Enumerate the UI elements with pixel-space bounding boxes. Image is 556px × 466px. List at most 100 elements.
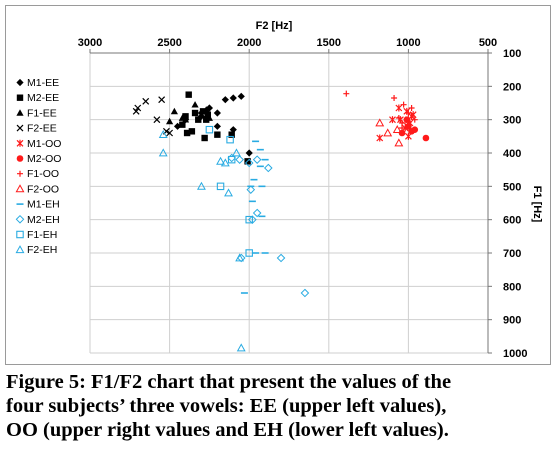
legend-label: M2-EH (27, 214, 60, 226)
series-f1-ee (166, 101, 213, 125)
data-point (195, 116, 202, 123)
data-point (196, 181, 206, 190)
series-f1-eh (205, 125, 253, 257)
data-point (232, 148, 241, 157)
legend-item: F1-OO (17, 168, 59, 180)
data-point (191, 101, 199, 108)
data-point (205, 125, 214, 134)
data-point (226, 135, 234, 144)
series-f2-eh (158, 130, 246, 352)
data-point (246, 185, 256, 194)
data-point (179, 121, 186, 128)
legend-item: F2-EE (16, 123, 57, 135)
data-point (214, 131, 221, 138)
data-point (224, 188, 233, 197)
legend-marker (15, 214, 25, 224)
y-tick-label: 1000 (503, 348, 527, 360)
data-point (276, 253, 286, 263)
data-point (227, 155, 236, 164)
series-m1-oo (376, 104, 417, 142)
caption-line: Figure 5: F1/F2 chart that present the v… (6, 371, 452, 393)
legend-marker (16, 78, 24, 87)
data-point (228, 131, 235, 138)
data-point (400, 101, 407, 108)
series-f2-oo (375, 118, 404, 147)
f1-f2-scatter-chart: 3000 2500 2000 1500 1000 500 100 200 300 400 500 60… (15, 20, 543, 360)
data-point (142, 97, 150, 105)
series-m2-eh (227, 153, 310, 298)
x-tick-label: 2000 (237, 37, 261, 49)
legend-marker (15, 245, 25, 254)
data-point (204, 111, 212, 118)
data-point (213, 122, 221, 130)
y-tick-label: 200 (503, 81, 521, 93)
legend: M1-EE M2-EE F1-EE F2-EE M1-OO M2-OO F1-OO F2-OO… (15, 77, 61, 256)
legend-label: F1-EE (27, 107, 57, 119)
legend-item: F2-OO (15, 183, 59, 195)
x-tick-label: 3000 (78, 37, 102, 49)
data-point (376, 134, 384, 142)
data-point (252, 208, 262, 218)
data-point (245, 215, 253, 224)
data-point (389, 116, 396, 124)
legend-item: M2-EH (15, 214, 60, 226)
data-point (132, 107, 140, 115)
data-point (213, 109, 221, 117)
legend-item: M2-EE (16, 92, 59, 104)
data-point (405, 110, 412, 116)
legend-item: F2-EH (15, 244, 57, 256)
data-point (392, 125, 402, 134)
data-point (181, 116, 190, 123)
data-point (229, 126, 237, 134)
data-point (403, 116, 410, 123)
legend-marker (16, 155, 24, 162)
data-point (202, 106, 210, 113)
legend-item: M1-OO (16, 138, 61, 150)
y-tick-label: 400 (503, 148, 521, 160)
data-point (237, 92, 245, 100)
data-point (399, 125, 406, 131)
grid-lines (89, 52, 489, 354)
data-point (245, 249, 253, 257)
legend-label: M2-EE (27, 92, 59, 104)
data-points (132, 90, 430, 352)
data-point (411, 126, 419, 133)
data-point (343, 90, 350, 97)
legend-marker (16, 124, 24, 132)
data-point (236, 343, 246, 352)
y-tick-label: 900 (503, 315, 521, 327)
data-point (221, 96, 229, 104)
legend-marker (17, 170, 23, 177)
data-point (394, 138, 404, 147)
legend-label: F1-OO (27, 168, 59, 180)
data-point (422, 134, 430, 142)
legend-item: F1-EE (16, 107, 57, 119)
data-point (158, 130, 168, 139)
x-tick-label: 500 (479, 37, 497, 49)
legend-marker (16, 94, 24, 101)
figure-caption: Figure 5: F1/F2 chart that present the v… (6, 370, 552, 442)
data-point (263, 163, 273, 173)
legend-item: M1-EE (16, 77, 59, 89)
data-point (220, 158, 230, 167)
data-point (134, 104, 142, 112)
y-tick-label: 800 (503, 281, 521, 293)
axes: 3000 2500 2000 1500 1000 500 100 200 300 400 500 60… (78, 37, 528, 360)
data-point (205, 114, 213, 121)
legend-label: M1-OO (27, 138, 61, 150)
x-tick-label: 1000 (396, 37, 420, 49)
legend-label: M1-EE (27, 77, 59, 89)
y-tick-label: 600 (503, 215, 521, 227)
data-point (183, 129, 191, 137)
data-point (405, 123, 412, 130)
data-point (166, 117, 174, 125)
legend-item: F1-EH (16, 229, 57, 241)
data-point (216, 156, 225, 165)
data-point (408, 105, 415, 111)
data-point (188, 128, 196, 135)
data-point (391, 95, 398, 101)
data-point (245, 149, 253, 157)
series-f1-oo (343, 90, 418, 131)
legend-marker (15, 184, 25, 193)
y-tick-label: 300 (503, 115, 521, 127)
